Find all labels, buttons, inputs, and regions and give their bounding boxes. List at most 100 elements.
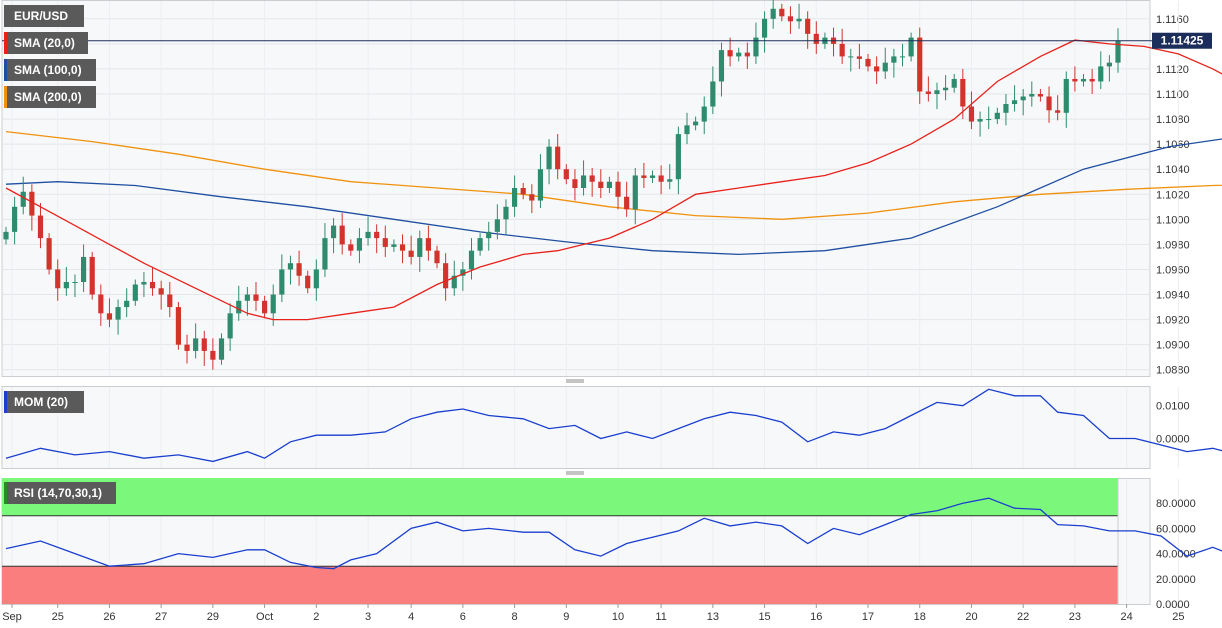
- candle-down: [572, 179, 578, 188]
- candle-up: [667, 179, 673, 182]
- legend-sma20-bg: [4, 32, 88, 54]
- x-tick-label: 10: [612, 611, 624, 623]
- y-tick-label: 1.0880: [1156, 365, 1190, 377]
- y-tick-label: 1.1160: [1156, 14, 1189, 26]
- candle-up: [494, 219, 500, 232]
- candle-up: [908, 37, 914, 57]
- x-tick-label: Sep: [2, 611, 22, 623]
- candle-down: [167, 294, 173, 308]
- candle-up: [132, 284, 138, 301]
- x-tick-label: 24: [1120, 611, 1132, 623]
- candle-up: [477, 238, 483, 251]
- candle-down: [1072, 78, 1078, 82]
- rsi-y-tick-label: 60.0000: [1156, 523, 1196, 535]
- x-tick-label: 8: [512, 611, 518, 623]
- last-price-value: 1.11425: [1161, 34, 1204, 48]
- x-tick-label: 22: [1017, 611, 1029, 623]
- candle-down: [856, 56, 862, 59]
- candle-up: [20, 191, 26, 207]
- x-tick-label: 2: [313, 611, 319, 623]
- candle-up: [891, 56, 897, 63]
- candle-up: [417, 238, 423, 257]
- rsi-y-tick-label: 20.0000: [1156, 574, 1196, 586]
- legend-rsi-swatch: [4, 482, 7, 504]
- candle-down: [779, 8, 785, 17]
- candle-down: [201, 338, 207, 351]
- y-tick-label: 1.0920: [1156, 315, 1190, 327]
- candle-up: [1115, 40, 1121, 63]
- candle-up: [141, 282, 147, 285]
- candle-down: [262, 300, 268, 314]
- candle-up: [977, 119, 983, 122]
- candle-up: [244, 294, 250, 301]
- candle-down: [658, 175, 664, 182]
- candle-up: [1011, 100, 1018, 105]
- legend-sma200-swatch: [4, 86, 7, 108]
- candle-down: [382, 238, 388, 247]
- candle-up: [1098, 66, 1104, 82]
- candle-down: [598, 181, 604, 188]
- candle-up: [193, 338, 199, 351]
- x-tick-label: 18: [914, 611, 926, 623]
- candle-up: [460, 269, 466, 276]
- x-tick-label: 9: [563, 611, 569, 623]
- candle-down: [1055, 110, 1061, 113]
- candle-up: [951, 78, 957, 88]
- candle-down: [296, 263, 302, 276]
- candle-up: [986, 119, 992, 121]
- candle-up: [330, 225, 337, 239]
- candle-up: [287, 263, 294, 270]
- legend-rsi: RSI (14,70,30,1): [14, 486, 102, 500]
- rsi-y-tick-label: 40.0000: [1156, 549, 1196, 561]
- x-tick-label: 15: [758, 611, 770, 623]
- candle-up: [693, 121, 699, 126]
- x-tick-label: 23: [1069, 611, 1081, 623]
- legend-mom: MOM (20): [14, 395, 68, 409]
- candle-down: [968, 106, 975, 122]
- x-tick-label: 6: [460, 611, 466, 623]
- x-tick-label: 25: [1172, 611, 1184, 623]
- candle-up: [934, 90, 940, 94]
- candle-down: [1089, 78, 1095, 82]
- candle-up: [227, 313, 233, 339]
- candle-up: [468, 250, 475, 270]
- candle-up: [365, 231, 371, 239]
- momentum-line: [5, 388, 1222, 463]
- legend-sma100-bg: [4, 59, 96, 81]
- candle-up: [1106, 62, 1112, 67]
- candle-down: [1046, 96, 1052, 111]
- candle-up: [943, 87, 949, 91]
- candle-up: [546, 146, 552, 170]
- candle-up: [218, 338, 225, 360]
- y-tick-label: 1.0940: [1156, 290, 1190, 302]
- x-tick-label: 11: [655, 611, 666, 623]
- candle-down: [210, 350, 216, 360]
- y-tick-label: 1.1080: [1156, 114, 1190, 126]
- candle-up: [451, 275, 457, 289]
- x-tick-label: 4: [408, 611, 414, 623]
- candle-up: [313, 269, 319, 289]
- candle-down: [787, 16, 794, 22]
- candle-up: [848, 56, 854, 58]
- candle-down: [813, 33, 819, 44]
- y-tick-label: 1.0900: [1156, 340, 1190, 352]
- candle-down: [348, 244, 354, 251]
- candle-up: [356, 238, 363, 251]
- sma-200-line: [5, 130, 1222, 220]
- sma-100-line: [5, 138, 1222, 256]
- candle-down: [443, 263, 449, 289]
- candle-down: [615, 181, 621, 197]
- candle-down: [253, 294, 259, 301]
- x-tick-label: 29: [207, 611, 219, 623]
- x-tick-label: 3: [365, 611, 371, 623]
- candle-up: [1003, 104, 1009, 113]
- y-tick-label: 1.1100: [1156, 89, 1189, 101]
- candle-up: [322, 238, 328, 270]
- candle-up: [279, 269, 285, 295]
- candle-down: [89, 256, 95, 295]
- candle-up: [486, 231, 492, 239]
- candle-down: [744, 52, 750, 57]
- candle-down: [408, 250, 414, 257]
- candle-down: [865, 58, 871, 67]
